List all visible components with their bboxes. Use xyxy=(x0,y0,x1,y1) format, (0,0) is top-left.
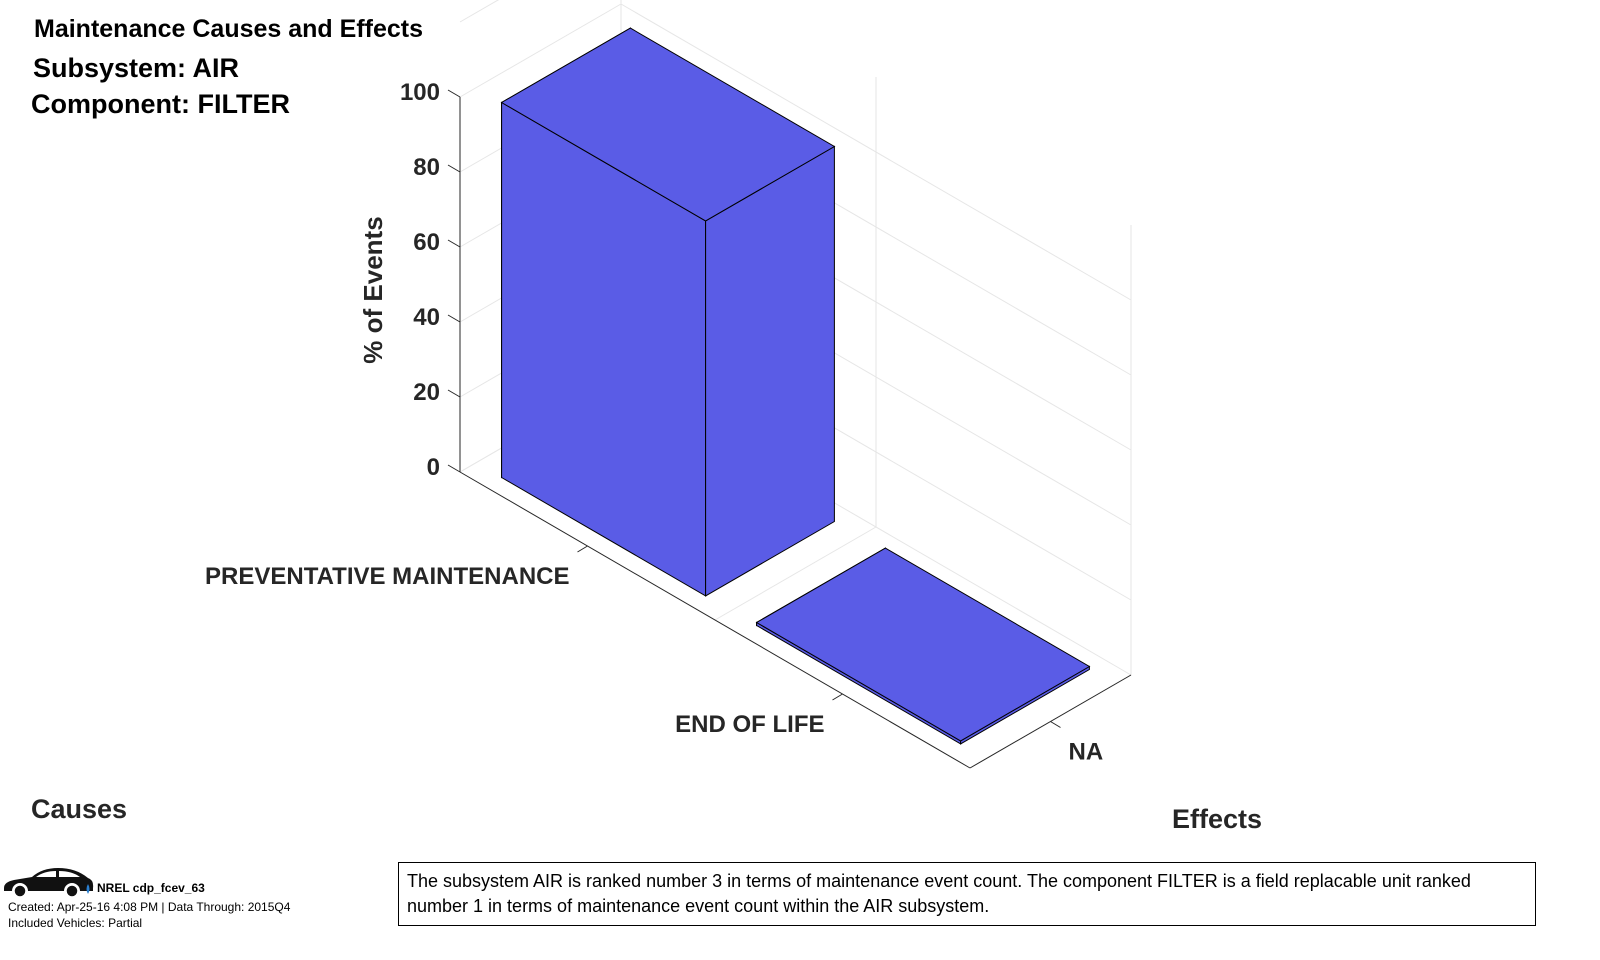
z-tick xyxy=(447,464,461,473)
gridline xyxy=(459,3,622,98)
bar-face xyxy=(500,27,836,222)
z-tick xyxy=(447,389,461,398)
z-tick-label: 20 xyxy=(413,379,440,406)
z-tick-label: 100 xyxy=(400,79,440,106)
z-tick-label: 80 xyxy=(413,154,440,181)
axes xyxy=(447,89,1132,769)
bar-face xyxy=(755,547,1091,742)
z-tick-label: 0 xyxy=(427,454,440,481)
y-axis-label: Effects xyxy=(1172,804,1262,834)
included-vehicles: Included Vehicles: Partial xyxy=(8,916,143,930)
z-tick-label: 60 xyxy=(413,229,440,256)
bar xyxy=(500,27,836,597)
source-label: NREL cdp_fcev_63 xyxy=(97,881,205,895)
x-axis xyxy=(459,471,971,769)
axis-labels: 0 20 40 60 80 100 PREVENTATIVE MAINTENANCE END … xyxy=(31,79,1262,834)
z-tick xyxy=(447,239,461,248)
cause-tick xyxy=(577,545,588,553)
component-label: Component: FILTER xyxy=(31,89,290,119)
cause-tick-label: PREVENTATIVE MAINTENANCE xyxy=(205,563,569,590)
effect-tick-label: NA xyxy=(1069,739,1104,766)
effect-tick xyxy=(1050,721,1061,728)
summary-note: The subsystem AIR is ranked number 3 in … xyxy=(398,862,1536,926)
created-date: Created: Apr-25-16 4:08 PM | Data Throug… xyxy=(8,900,291,914)
bars xyxy=(500,27,1091,745)
x-axis-label: Causes xyxy=(31,794,127,824)
chart-title: Maintenance Causes and Effects xyxy=(34,15,424,43)
gridline xyxy=(714,526,877,621)
bar3d-chart: 0 20 40 60 80 100 PREVENTATIVE MAINTENANCE END … xyxy=(31,0,1262,834)
z-tick xyxy=(447,164,461,173)
bar xyxy=(755,547,1091,745)
bar-face xyxy=(705,145,835,597)
cause-tick-label: END OF LIFE xyxy=(675,711,824,738)
vehicle-icon xyxy=(4,868,94,898)
cause-tick xyxy=(832,693,843,701)
z-axis-label: % of Events xyxy=(358,216,388,363)
z-tick xyxy=(447,89,461,98)
gridline xyxy=(459,0,500,23)
z-tick-label: 40 xyxy=(413,304,440,331)
z-tick xyxy=(447,314,461,323)
subsystem-label: Subsystem: AIR xyxy=(33,53,240,83)
